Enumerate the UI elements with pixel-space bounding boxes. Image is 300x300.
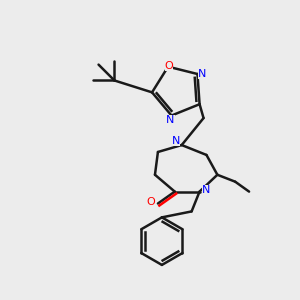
Text: N: N [172, 136, 180, 146]
Text: N: N [166, 115, 175, 124]
Text: N: N [198, 69, 207, 79]
Text: O: O [147, 196, 155, 206]
Text: N: N [202, 184, 211, 195]
Text: O: O [165, 61, 173, 71]
